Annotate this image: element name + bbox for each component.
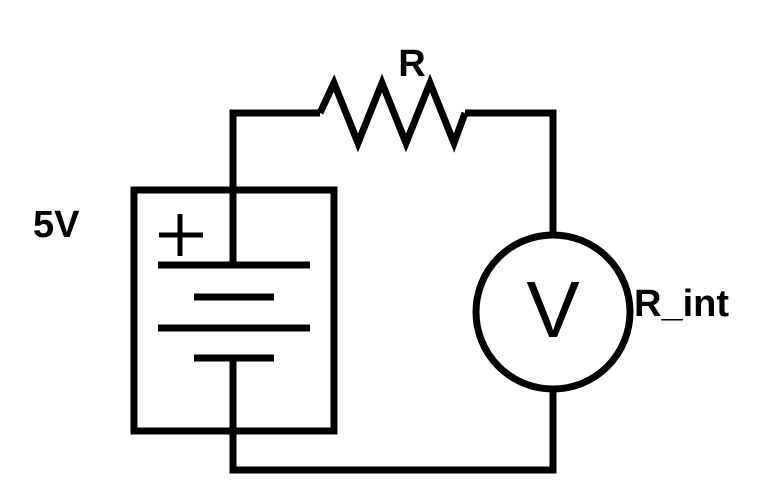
voltmeter-circle: [472, 231, 634, 393]
internal-resistance-label: R_int: [634, 283, 729, 325]
wire-top-right: [465, 109, 557, 235]
battery-enclosure: [130, 186, 338, 435]
wire-top-left: [229, 109, 320, 265]
resistor-label: R: [398, 43, 425, 85]
voltmeter-symbol: V: [526, 265, 580, 354]
battery-voltage-label: 5V: [33, 204, 80, 246]
wire-bottom: [229, 358, 557, 474]
positive-terminal-icon: +: [159, 214, 203, 256]
resistor-zigzag: [316, 73, 469, 153]
